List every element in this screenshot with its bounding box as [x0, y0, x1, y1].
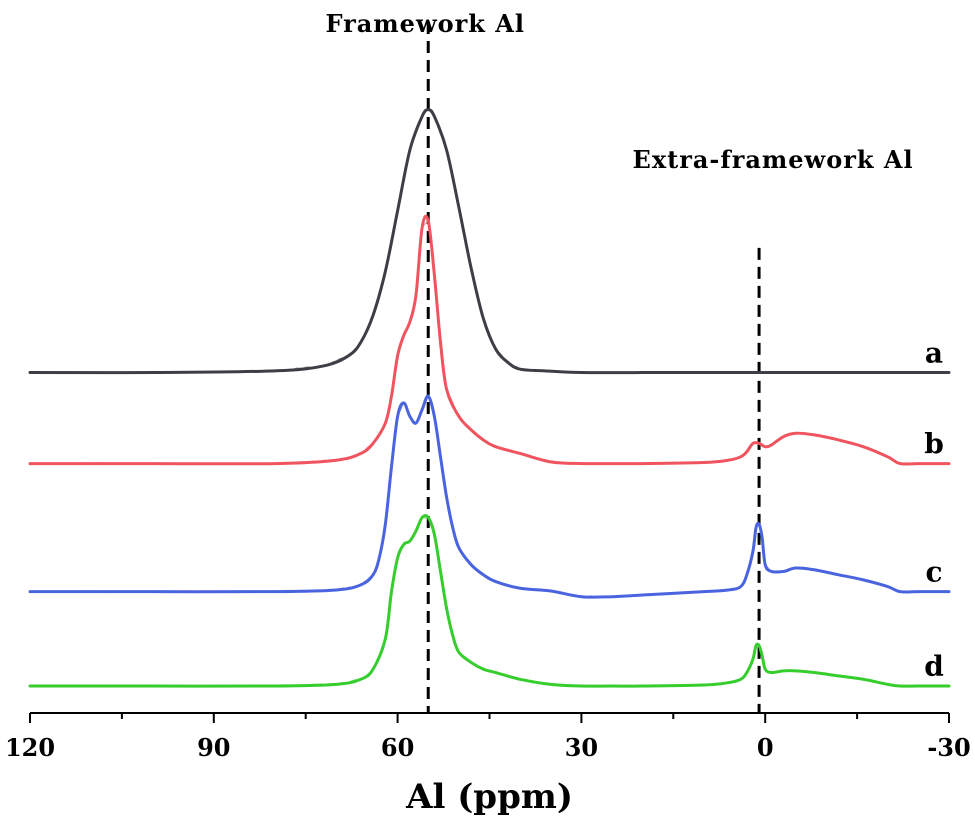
annotation-1: Framework Al — [325, 9, 525, 38]
x-tick-label-0: 0 — [757, 733, 774, 762]
x-tick-label-30: 30 — [565, 733, 598, 762]
x-tick-label-90: 90 — [197, 733, 230, 762]
series-noise-c — [29, 394, 950, 598]
series-noise-a — [29, 108, 950, 374]
series-noise-d — [29, 516, 950, 688]
series-noise-b — [29, 219, 950, 465]
x-ticks: 120 90 60 30 0 -30 — [5, 713, 971, 762]
x-tick-label-120: 120 — [5, 733, 55, 762]
reference-lines — [426, 22, 761, 713]
series-group — [28, 108, 951, 688]
annotations: Framework Al Extra-framework Al — [325, 9, 914, 174]
x-axis-title: Al (ppm) — [405, 777, 573, 817]
series-label-b: b — [924, 428, 944, 461]
series-labels: a b c d — [924, 337, 944, 683]
series-line-c — [28, 394, 951, 599]
series-label-d: d — [924, 650, 944, 683]
annotation-2: Extra-framework Al — [633, 145, 914, 174]
x-tick-label-60: 60 — [381, 733, 414, 762]
series-line-b — [28, 214, 951, 466]
series-label-c: c — [925, 556, 942, 589]
x-tick-label--30: -30 — [927, 733, 970, 762]
series-label-a: a — [925, 337, 943, 370]
series-line-d — [28, 514, 951, 688]
